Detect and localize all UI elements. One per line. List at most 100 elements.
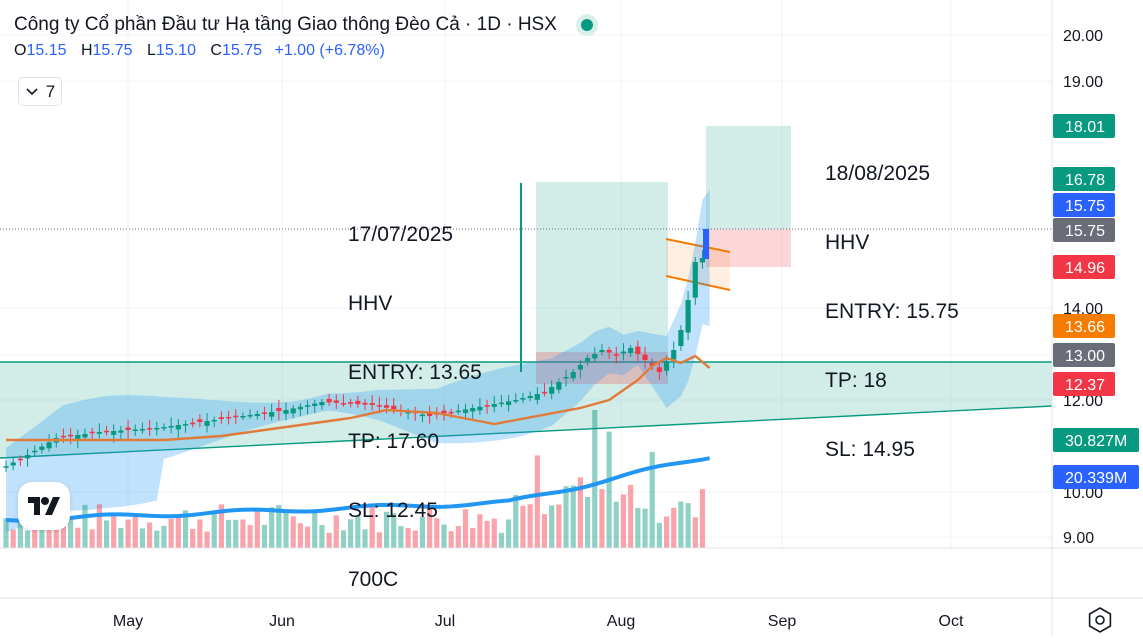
candle-body bbox=[484, 405, 490, 407]
change-value: +1.00 (+6.78%) bbox=[274, 42, 385, 59]
indicator-lines bbox=[5, 354, 711, 523]
candle-body bbox=[3, 466, 9, 468]
volume-bar bbox=[462, 509, 469, 548]
x-tick-label: Jul bbox=[435, 613, 455, 630]
trade-note-1-line: TP: 17.60 bbox=[348, 430, 440, 453]
candle-body bbox=[577, 365, 583, 370]
volume-bar bbox=[190, 528, 196, 548]
candle-body bbox=[506, 401, 512, 406]
volume-bar bbox=[39, 524, 45, 548]
trade-note-1-line: 17/07/2025 bbox=[348, 223, 454, 246]
candle-body bbox=[534, 394, 540, 400]
x-tick-label: May bbox=[113, 613, 143, 630]
candle-body bbox=[649, 363, 655, 366]
candle-body bbox=[269, 412, 275, 417]
trade1-profit-zone bbox=[536, 182, 668, 363]
volume-bar bbox=[254, 510, 260, 548]
trade-note-2-line: SL: 14.95 bbox=[825, 438, 915, 461]
candle-body bbox=[477, 406, 483, 411]
candle-body bbox=[520, 398, 526, 400]
volume-bar bbox=[168, 518, 174, 548]
volume-bar bbox=[269, 507, 275, 548]
x-tick-label: Oct bbox=[939, 613, 964, 630]
candle-body bbox=[448, 411, 454, 414]
indicators-toggle-button[interactable]: 7 bbox=[18, 77, 62, 106]
candle-body bbox=[319, 402, 325, 406]
volume-bar bbox=[304, 526, 311, 548]
volume-bar bbox=[448, 531, 454, 548]
candle-body bbox=[441, 410, 447, 414]
trade-note-1-line: HHV bbox=[348, 292, 393, 315]
trade-note-2-line: HHV bbox=[825, 231, 870, 254]
price-label-bg bbox=[1053, 372, 1115, 396]
settings-icon[interactable] bbox=[1085, 605, 1115, 635]
volume-bar bbox=[577, 477, 583, 548]
channel-zone bbox=[0, 362, 1052, 458]
volume-bar bbox=[671, 507, 677, 548]
trade-note-1-line: 700C bbox=[348, 568, 399, 591]
grid-lines bbox=[0, 0, 1052, 548]
low-label: L bbox=[147, 42, 156, 59]
price-label-bg bbox=[1053, 255, 1115, 279]
tradingview-logo-icon[interactable] bbox=[18, 482, 70, 530]
volume-bar bbox=[125, 519, 131, 548]
volume-bar bbox=[391, 513, 397, 548]
annotation-zones bbox=[0, 126, 1053, 459]
candle-body bbox=[513, 400, 519, 402]
candle-body bbox=[96, 432, 102, 434]
candle-body bbox=[225, 416, 232, 419]
candle-body bbox=[261, 412, 268, 414]
trade-note-2-line: ENTRY: 15.75 bbox=[825, 300, 959, 323]
candle-body bbox=[24, 455, 31, 459]
volume-bar bbox=[147, 522, 153, 548]
price-label: 13.66 bbox=[1065, 319, 1105, 336]
candle-body bbox=[642, 354, 648, 360]
volume-bar bbox=[692, 517, 698, 548]
price-label-bg bbox=[1053, 343, 1115, 367]
volume-bar bbox=[434, 518, 440, 548]
candle-body bbox=[498, 402, 505, 405]
candle-body bbox=[455, 410, 461, 413]
candle-body bbox=[103, 430, 110, 433]
volume-bar bbox=[606, 431, 612, 548]
candle-body bbox=[340, 403, 347, 405]
y-tick-label: 20.00 bbox=[1063, 28, 1103, 45]
candle-body bbox=[240, 416, 246, 418]
close-label: C bbox=[210, 42, 222, 59]
trade-note-2-line: 18/08/2025 bbox=[825, 162, 931, 185]
candle-body bbox=[297, 406, 303, 410]
candle-body bbox=[168, 426, 174, 428]
price-label: 14.96 bbox=[1065, 260, 1105, 277]
candle-body bbox=[699, 258, 706, 263]
volume-bar bbox=[261, 524, 268, 548]
y-tick-label: 14.00 bbox=[1063, 301, 1103, 318]
volume-bar bbox=[75, 527, 81, 548]
volume-bar bbox=[103, 520, 110, 548]
volume-bar bbox=[685, 503, 691, 548]
candle-body bbox=[247, 415, 253, 417]
volume-bar bbox=[678, 501, 684, 548]
volume-bar bbox=[556, 504, 562, 548]
candle-body bbox=[175, 425, 181, 430]
volume-bar bbox=[225, 519, 232, 548]
high-label: H bbox=[80, 42, 93, 59]
bollinger-cloud bbox=[6, 189, 710, 532]
volume-bar bbox=[441, 524, 447, 548]
trade-note-2-line: TP: 18 bbox=[825, 369, 887, 392]
volume-bar bbox=[68, 516, 74, 548]
candle-body bbox=[470, 408, 476, 412]
candlesticks bbox=[3, 183, 709, 472]
candle-body bbox=[383, 405, 390, 408]
candle-body bbox=[197, 419, 203, 422]
volume-bar bbox=[484, 520, 490, 548]
volume-bar bbox=[549, 505, 555, 548]
volume-bar bbox=[477, 514, 483, 548]
candle-body bbox=[620, 351, 627, 354]
volume-bar bbox=[333, 515, 339, 548]
volume-bar bbox=[17, 519, 23, 548]
volume-bar bbox=[620, 494, 627, 548]
volume-bar bbox=[369, 506, 375, 548]
time-axis: May Jun Jul Aug Sep Oct bbox=[113, 613, 964, 630]
